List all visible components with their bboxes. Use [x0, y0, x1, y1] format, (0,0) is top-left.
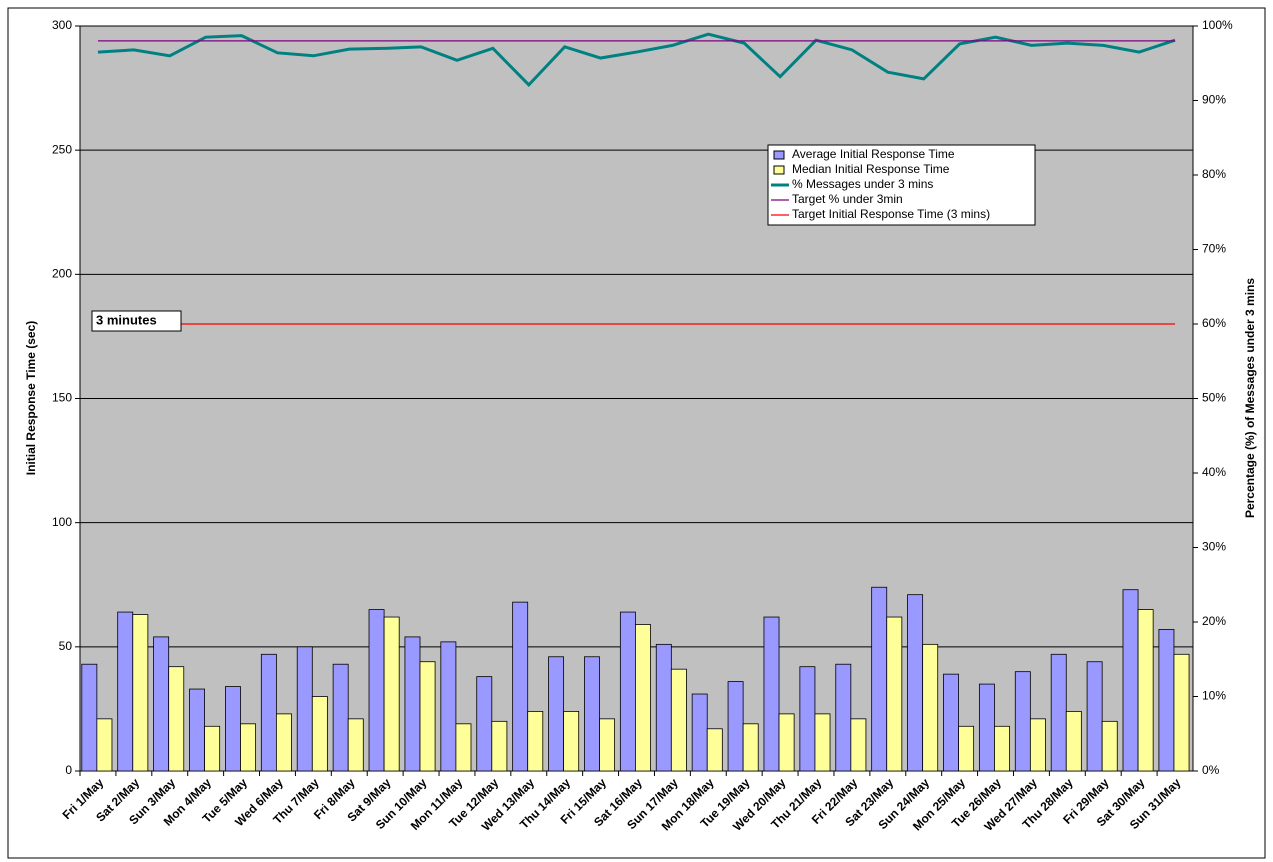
- bar: [189, 688, 205, 772]
- bar: [476, 676, 493, 772]
- bar: [383, 616, 400, 772]
- line: [97, 32, 1176, 88]
- y2-tick-label: 0%: [1202, 763, 1220, 777]
- bar: [1101, 720, 1118, 772]
- annotation: 3 minutes: [96, 312, 157, 327]
- y2-tick-label: 40%: [1202, 465, 1226, 479]
- bar: [153, 636, 170, 772]
- bar: [332, 663, 349, 772]
- bar: [943, 673, 959, 772]
- bar: [599, 718, 615, 772]
- legend-label: Target Initial Response Time (3 mins): [792, 207, 990, 221]
- y-tick-label: 150: [52, 391, 72, 405]
- y2-tick-label: 70%: [1202, 242, 1226, 256]
- legend-label: Average Initial Response Time: [792, 147, 955, 161]
- bar: [994, 725, 1010, 772]
- bar: [368, 609, 385, 772]
- bar: [455, 723, 472, 772]
- bar: [835, 663, 852, 772]
- y-tick-label: 250: [52, 142, 72, 156]
- bar: [132, 614, 149, 772]
- bar: [168, 666, 185, 772]
- bar: [1122, 589, 1139, 772]
- y-tick-label: 100: [52, 515, 72, 529]
- bar: [81, 663, 98, 772]
- bar: [799, 666, 816, 772]
- bar: [886, 616, 903, 772]
- bar: [850, 718, 867, 772]
- bar: [1173, 653, 1190, 772]
- bar: [260, 653, 277, 772]
- bar: [96, 718, 113, 772]
- bar: [727, 681, 744, 772]
- bar: [907, 594, 924, 772]
- bar: [491, 720, 508, 772]
- y2-axis-title: Percentage (%) of Messages under 3 mins: [1243, 278, 1257, 518]
- y2-tick-label: 100%: [1202, 18, 1233, 32]
- bar: [240, 723, 256, 772]
- y2-tick-label: 60%: [1202, 316, 1226, 330]
- bar: [922, 643, 939, 772]
- bar: [871, 586, 888, 772]
- bar: [548, 656, 565, 772]
- bar: [1158, 629, 1175, 772]
- y-tick-label: 50: [59, 639, 73, 653]
- bar: [584, 656, 600, 772]
- legend-label: % Messages under 3 mins: [792, 177, 933, 191]
- bar: [311, 696, 328, 772]
- bar: [117, 611, 134, 772]
- y-tick-label: 0: [65, 763, 72, 777]
- y-axis-title: Initial Response Time (sec): [24, 321, 38, 476]
- bar: [619, 611, 636, 772]
- bar: [670, 668, 687, 772]
- bar: [958, 725, 975, 772]
- y2-tick-label: 50%: [1202, 391, 1226, 405]
- y-tick-label: 300: [52, 18, 72, 32]
- bar: [404, 636, 421, 772]
- bar: [204, 725, 221, 772]
- bar: [347, 718, 364, 772]
- y2-tick-label: 10%: [1202, 689, 1226, 703]
- bar: [563, 711, 580, 772]
- bar: [1050, 653, 1067, 772]
- bar: [275, 713, 292, 772]
- bar: [978, 683, 995, 772]
- bar: [1029, 718, 1046, 772]
- bar: [527, 711, 544, 772]
- bar: [742, 723, 759, 772]
- bar: [778, 713, 795, 772]
- bar: [296, 646, 313, 772]
- y-tick-label: 200: [52, 267, 72, 281]
- bar: [225, 686, 241, 772]
- bar: [440, 641, 457, 772]
- legend-swatch: [773, 165, 785, 175]
- bar: [706, 728, 723, 772]
- y2-tick-label: 30%: [1202, 540, 1226, 554]
- bar: [814, 713, 831, 772]
- y2-tick-label: 80%: [1202, 167, 1226, 181]
- bar: [512, 601, 529, 772]
- legend-box: [767, 144, 1036, 226]
- annotation-box: [91, 310, 182, 332]
- legend-label: Target % under 3min: [792, 192, 903, 206]
- bar: [763, 616, 780, 772]
- bar: [419, 661, 436, 772]
- bar: [1014, 671, 1031, 772]
- bar: [1137, 609, 1154, 772]
- bar: [635, 624, 651, 772]
- bar: [1086, 661, 1103, 772]
- bar: [1065, 711, 1082, 772]
- bar: [655, 643, 672, 772]
- legend-swatch: [773, 150, 785, 160]
- y2-tick-label: 90%: [1202, 93, 1226, 107]
- bar: [691, 693, 708, 772]
- y2-tick-label: 20%: [1202, 614, 1226, 628]
- legend-label: Median Initial Response Time: [792, 162, 950, 176]
